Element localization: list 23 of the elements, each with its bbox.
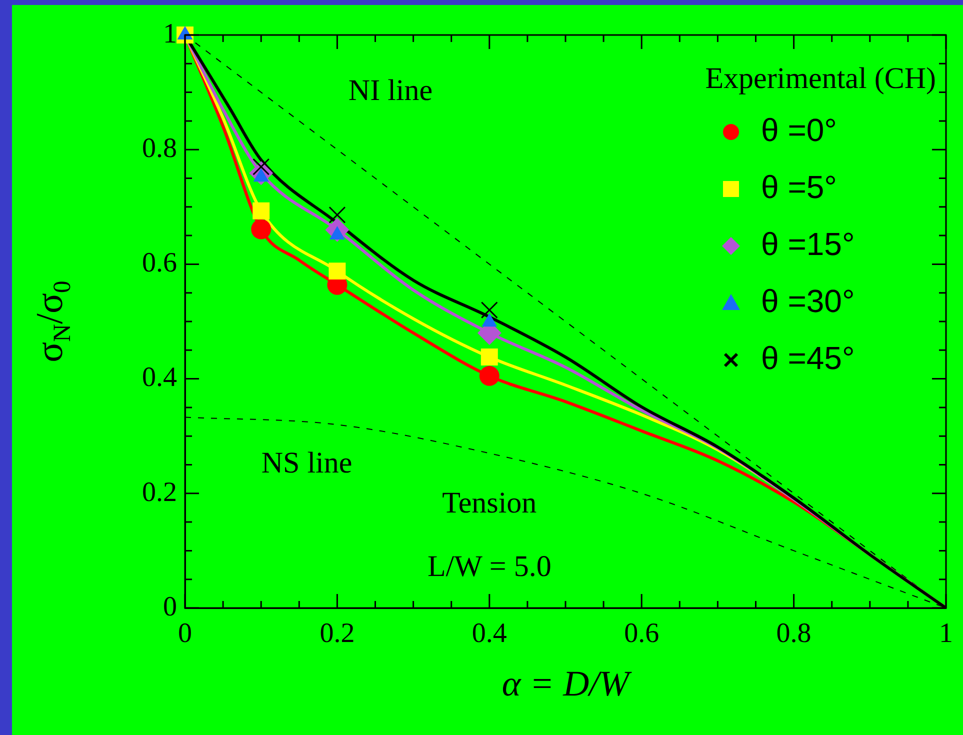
y-tick-label: 0.4	[142, 362, 177, 394]
legend-title: Experimental (CH)	[705, 62, 936, 95]
x-tick-label: 0.6	[624, 618, 660, 650]
y-tick-label: 0.6	[142, 248, 177, 279]
y-tick-label: 0.2	[142, 476, 177, 508]
x-tick-label: 1	[939, 618, 953, 650]
x-tick-label: 0.8	[776, 618, 812, 650]
legend-label: θ =5°	[761, 168, 837, 205]
legend-label: θ =0°	[761, 112, 837, 148]
x-tick-label: 0.4	[472, 618, 507, 650]
y-tick-label: 0	[163, 591, 177, 622]
y-tick-label: 0.8	[142, 132, 177, 164]
y-axis-title: σN/σ0	[28, 280, 76, 362]
annotation: Tension	[442, 486, 537, 520]
annotation: L/W = 5.0	[427, 550, 552, 583]
x-axis-title: α = D/W	[502, 663, 632, 704]
legend-label: θ =15°	[761, 226, 855, 262]
x-tick-label: 0.2	[320, 618, 355, 650]
legend-label: θ =30°	[761, 282, 855, 319]
annotation: NI line	[348, 74, 433, 108]
y-tick-label: 1	[163, 18, 177, 50]
annotation: NS line	[261, 446, 352, 480]
legend-label: θ =45°	[761, 340, 855, 376]
